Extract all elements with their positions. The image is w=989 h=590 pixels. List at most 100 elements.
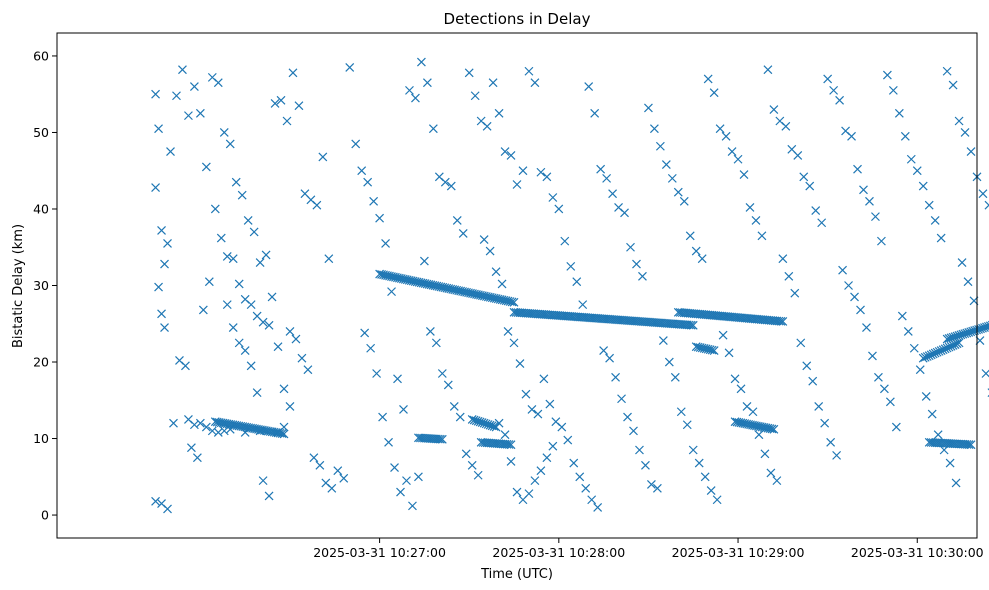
data-point — [882, 70, 892, 80]
data-point — [876, 236, 886, 246]
data-point — [721, 131, 731, 141]
data-point — [151, 496, 160, 506]
data-point — [184, 111, 193, 121]
data-point — [838, 265, 848, 275]
x-axis: 2025-03-31 10:27:00 2025-03-31 10:28:00 20… — [313, 538, 984, 560]
data-point — [679, 196, 689, 206]
data-point — [536, 466, 546, 476]
data-point — [542, 172, 552, 182]
data-point — [225, 139, 235, 149]
data-point — [396, 487, 405, 497]
data-point — [285, 326, 295, 336]
data-point — [372, 369, 382, 378]
data-point — [778, 254, 788, 264]
data-point — [688, 445, 698, 455]
data-point — [512, 487, 522, 497]
data-point — [560, 236, 570, 246]
data-point — [243, 216, 253, 225]
data-point — [458, 229, 468, 238]
data-point — [767, 424, 777, 434]
data-point — [384, 437, 393, 447]
data-point — [644, 103, 653, 113]
data-point — [697, 254, 707, 264]
data-point — [715, 124, 725, 134]
data-point — [856, 305, 865, 315]
data-point — [557, 422, 567, 432]
data-point — [309, 453, 319, 463]
data-point — [366, 343, 376, 353]
data-point — [467, 460, 477, 470]
data-point — [491, 267, 501, 277]
data-point — [927, 409, 937, 419]
data-point — [799, 172, 809, 182]
data-point — [587, 495, 597, 505]
y-tick-label: 0 — [41, 508, 49, 523]
data-point — [237, 190, 247, 200]
data-point — [617, 394, 626, 404]
data-point — [258, 476, 268, 486]
data-point — [964, 440, 974, 449]
data-point — [853, 164, 862, 174]
data-point — [844, 281, 853, 290]
data-point — [802, 361, 812, 371]
data-point — [900, 131, 910, 141]
data-point — [509, 338, 519, 348]
data-point — [608, 189, 618, 199]
data-point — [790, 288, 800, 298]
data-point — [521, 389, 531, 399]
data-point — [921, 392, 931, 401]
data-point — [489, 421, 499, 431]
data-point — [774, 316, 784, 326]
data-point — [503, 326, 513, 336]
data-point — [252, 388, 262, 398]
data-point — [688, 320, 698, 330]
data-point — [204, 277, 214, 287]
data-point — [748, 407, 758, 417]
data-point — [512, 180, 522, 189]
data-point — [871, 212, 880, 222]
data-point — [446, 181, 456, 191]
data-point — [739, 170, 749, 179]
data-point — [324, 254, 334, 264]
data-point — [213, 78, 223, 88]
data-point — [279, 384, 289, 394]
data-point — [452, 216, 462, 225]
data-point — [461, 449, 471, 459]
data-point — [985, 321, 989, 331]
data-point — [285, 401, 295, 411]
data-point — [611, 372, 620, 382]
data-point — [387, 287, 396, 297]
data-point — [506, 440, 516, 450]
data-point — [817, 218, 827, 228]
y-tick-label: 40 — [33, 201, 49, 216]
data-point — [189, 420, 199, 430]
data-point — [357, 166, 367, 176]
data-point — [915, 365, 925, 375]
data-point — [530, 476, 540, 486]
data-point — [267, 292, 277, 302]
data-point — [670, 372, 680, 382]
data-point — [195, 108, 205, 118]
data-point — [312, 200, 322, 210]
data-point — [751, 216, 761, 225]
data-point — [548, 193, 558, 202]
data-point — [402, 476, 411, 486]
data-point — [826, 437, 836, 447]
data-point — [497, 279, 507, 289]
data-point — [685, 231, 695, 241]
data-point — [246, 300, 256, 310]
data-point — [805, 181, 815, 191]
data-point — [500, 430, 510, 440]
data-point — [500, 147, 510, 157]
data-point — [276, 95, 286, 105]
data-point — [823, 74, 833, 84]
data-point — [676, 407, 686, 417]
data-point — [930, 216, 940, 225]
data-point — [966, 147, 976, 157]
data-point — [736, 384, 746, 394]
data-point — [829, 85, 839, 95]
data-point — [169, 418, 178, 428]
data-point — [808, 376, 818, 386]
data-point — [784, 271, 794, 281]
data-point — [234, 279, 244, 289]
